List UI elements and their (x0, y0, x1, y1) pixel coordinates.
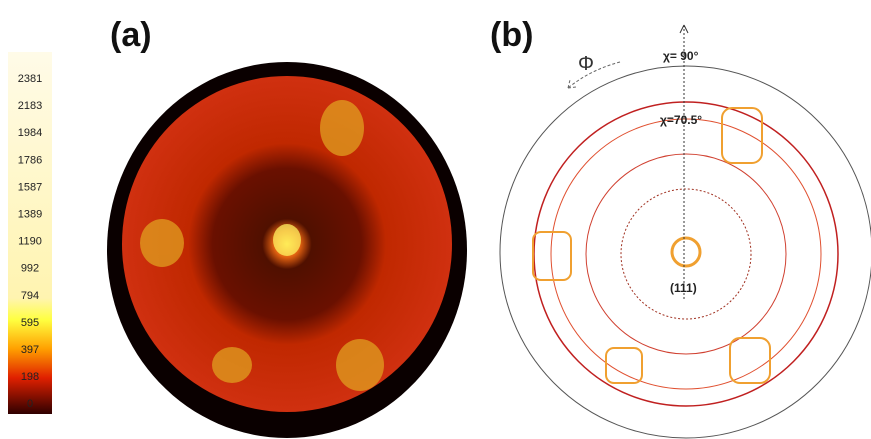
annotation: Φ (578, 53, 594, 75)
colorbar-label: 992 (21, 263, 39, 275)
colorbar-label: 794 (21, 290, 39, 302)
contour (672, 238, 700, 266)
colorbar-label: 1786 (18, 154, 42, 166)
colorbar-label: 2381 (18, 73, 42, 85)
panel-label: (b) (490, 16, 533, 54)
annotation: χ= 90° (663, 49, 699, 63)
colorbar: 2381 2183 1984 1786 1587 1389 1190 992 794 595 397… (8, 52, 52, 414)
phi-arrow (568, 62, 620, 88)
colorbar-label: 198 (21, 371, 39, 383)
colorbar-label: 1587 (18, 181, 42, 193)
pole-figure-a (107, 62, 467, 438)
colorbar-label: 595 (21, 317, 39, 329)
colorbar-label: 1190 (18, 236, 42, 248)
annotation: χ=70.5° (660, 113, 702, 127)
contour (551, 119, 821, 389)
contour (534, 102, 838, 406)
colorbar-label: 1389 (18, 209, 42, 221)
panel-label: (a) (110, 16, 152, 54)
colorbar-label: 2183 (18, 100, 42, 112)
colorbar-label: 0 (27, 398, 33, 410)
colorbar-label: 397 (21, 344, 39, 356)
pole-figure-b (500, 25, 871, 438)
colorbar-label: 1984 (18, 127, 42, 139)
contour (586, 154, 786, 354)
figure: 2381 2183 1984 1786 1587 1389 1190 992 794 595 397… (0, 0, 871, 439)
annotation: (111) (670, 281, 697, 295)
contour (621, 189, 751, 319)
